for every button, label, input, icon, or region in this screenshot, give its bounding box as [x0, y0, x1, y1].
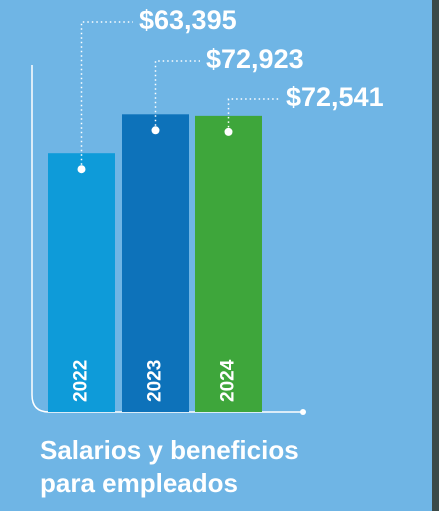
value-label: $72,923: [206, 44, 304, 74]
bar: [195, 115, 262, 413]
leader-line: [227, 98, 280, 132]
bar: [122, 114, 189, 412]
leader-dot: [224, 127, 233, 136]
leader-dot: [151, 126, 160, 135]
leader-line: [154, 60, 200, 131]
x-tick-label: 2023: [145, 360, 166, 402]
leader-dot: [77, 165, 86, 174]
value-label: $63,395: [139, 5, 237, 35]
value-label: $72,541: [286, 82, 384, 112]
bar: [48, 153, 115, 413]
axis-end: [300, 409, 306, 415]
x-tick-label: 2022: [71, 360, 92, 402]
photo-edge: [432, 0, 439, 511]
x-tick-label: 2024: [218, 359, 239, 402]
chart-title: Salarios y beneficios para empleados: [40, 435, 299, 498]
